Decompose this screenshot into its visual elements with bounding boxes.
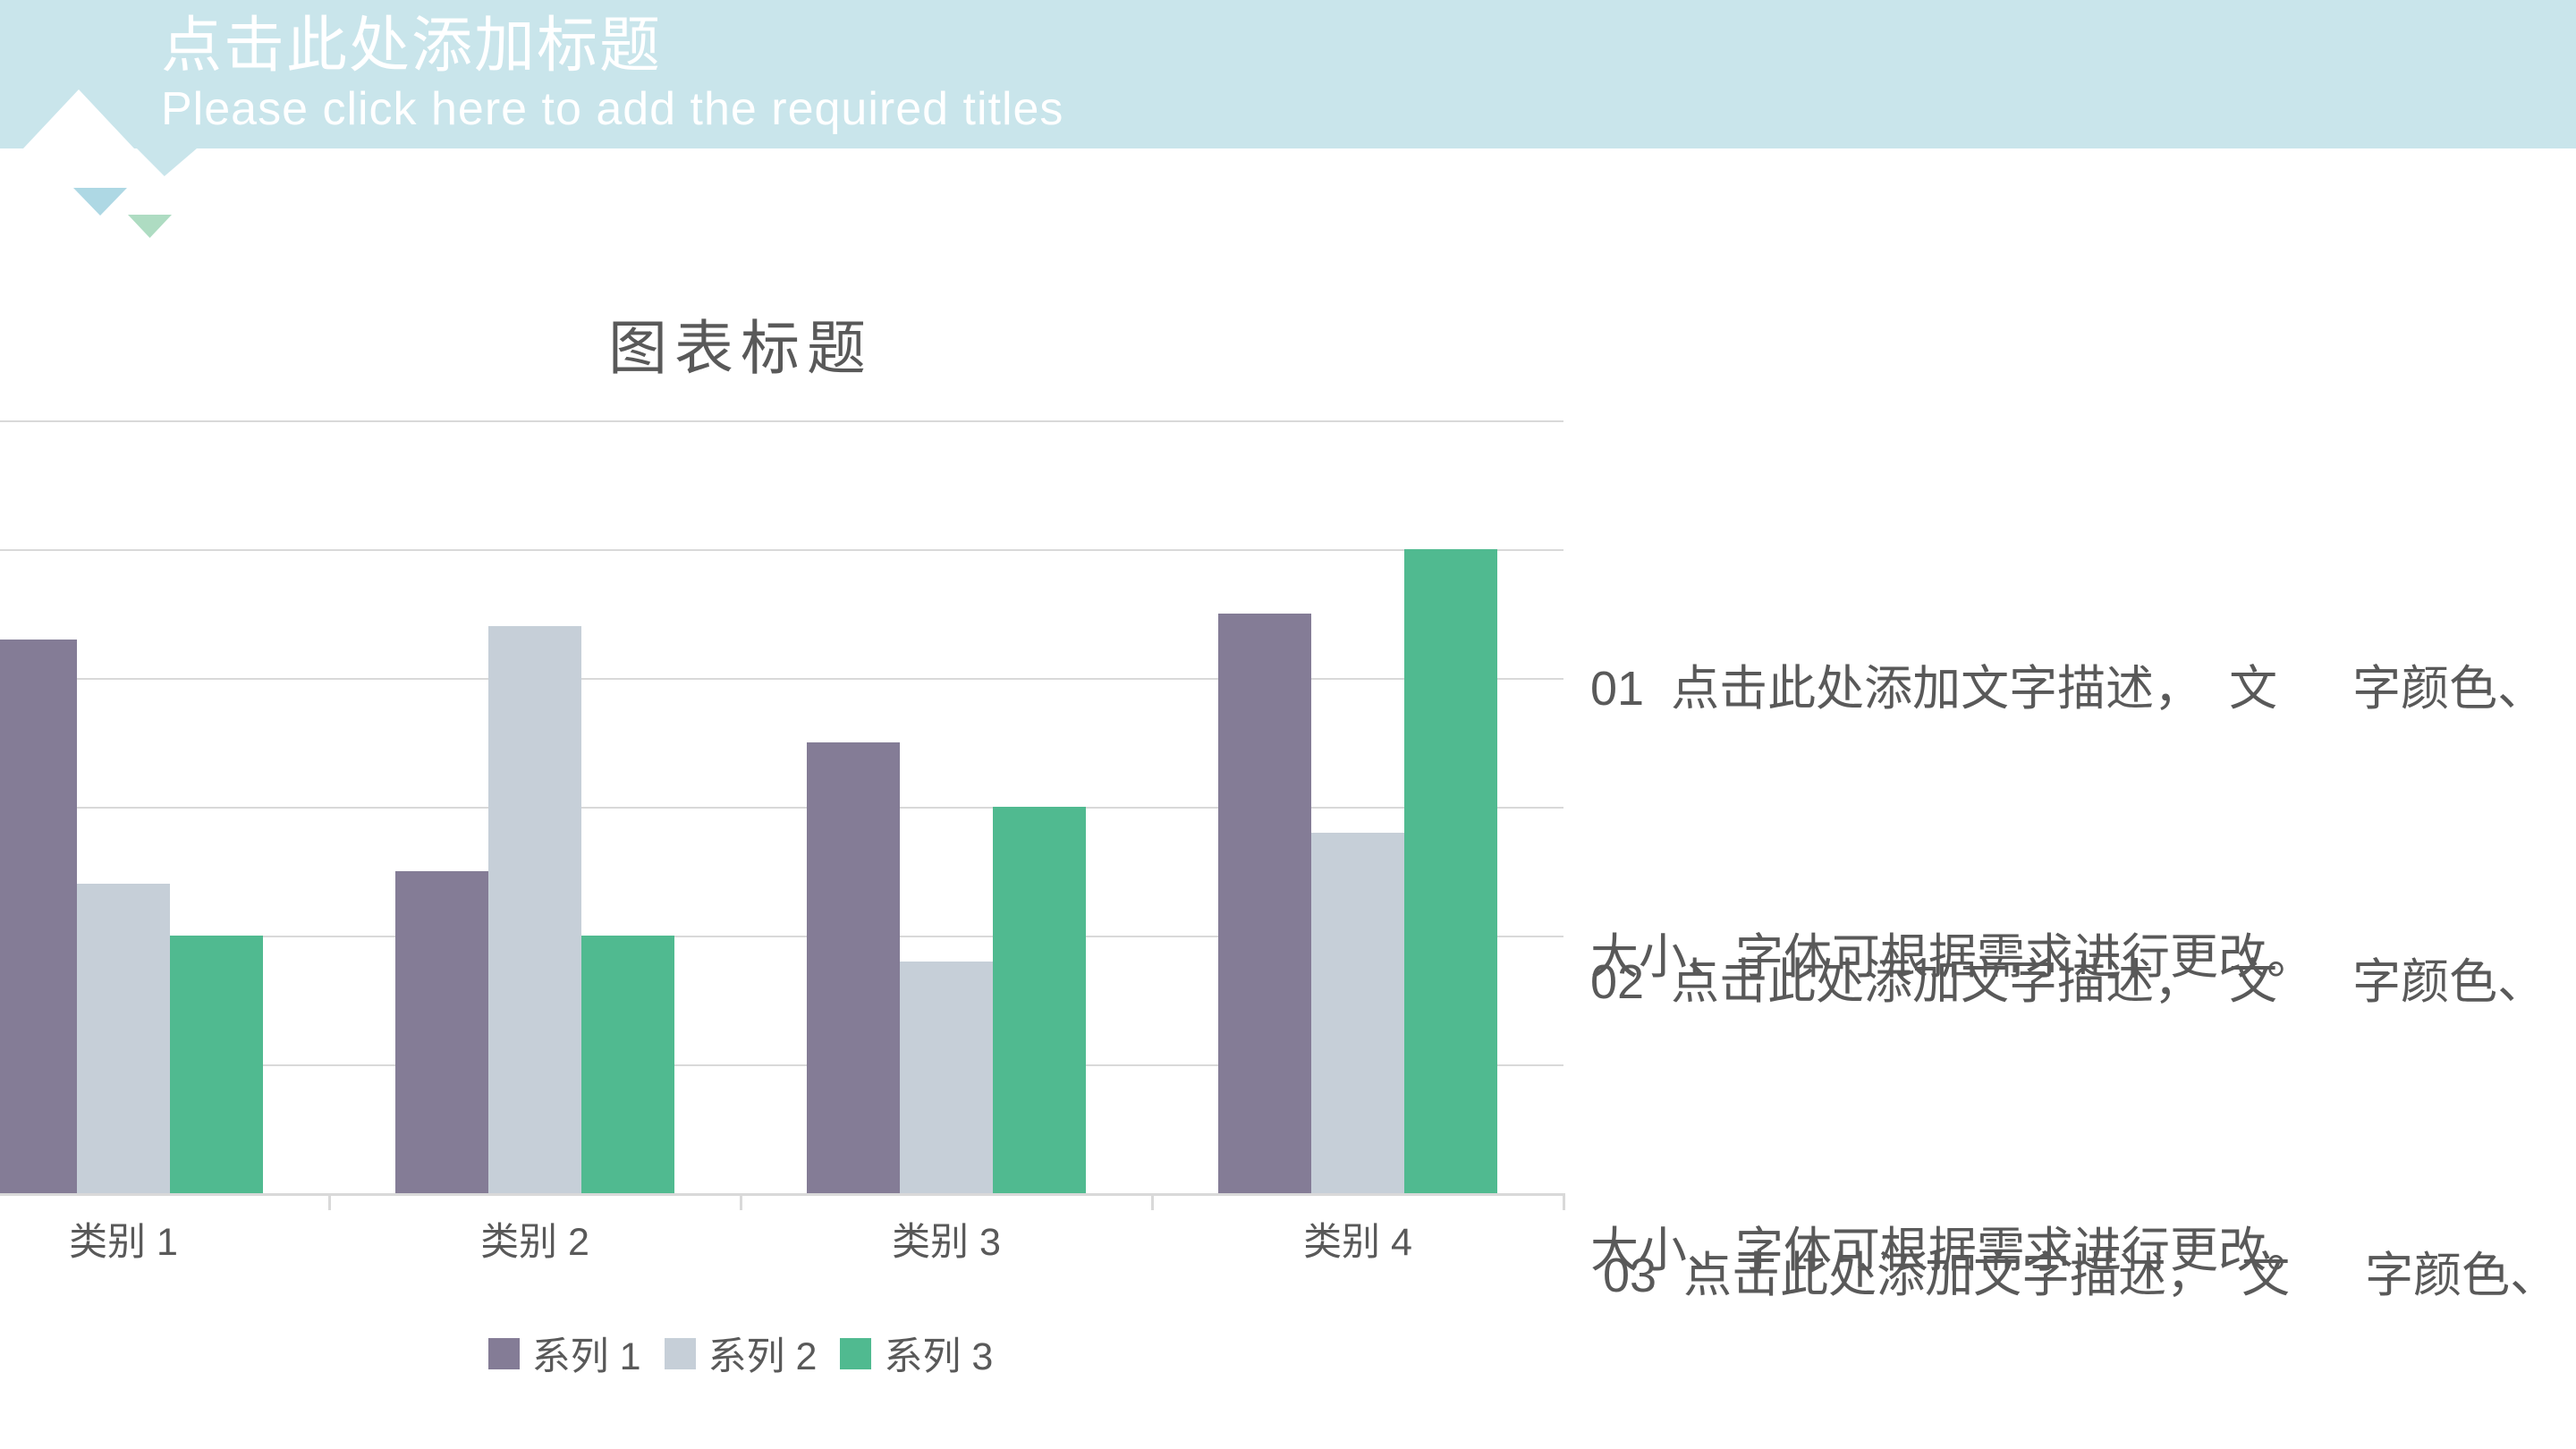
legend-swatch-series1 (487, 1337, 520, 1369)
bar-series1-cat4[interactable] (1218, 614, 1311, 1193)
deco-triangle-band (137, 148, 197, 176)
notes-column: 01 点击此处添加文字描述， 文 字颜色、 大小、字体可根据需求进行更改。 02… (1590, 0, 2576, 1449)
legend-item-series2[interactable]: 系列 2 (664, 1326, 818, 1381)
legend-label-series2: 系列 2 (708, 1335, 818, 1378)
gridline (0, 677, 1563, 680)
bar-series1-cat3[interactable] (807, 742, 900, 1193)
category-label-3: 类别 3 (892, 1221, 1001, 1264)
gridline (0, 807, 1563, 809)
bar-groups: 类别 1 类别 2 类别 3 类别 4 (0, 420, 1565, 1262)
legend-item-series3[interactable]: 系列 3 (840, 1326, 993, 1381)
slide-subtitle: Please click here to add the required ti… (161, 83, 1064, 135)
category-label-4: 类别 4 (1303, 1221, 1412, 1264)
x-axis-tick (328, 1193, 331, 1210)
slide-title: 点击此处添加标题 (161, 12, 663, 80)
category-label-1: 类别 1 (69, 1221, 178, 1264)
deco-triangle-blue (73, 188, 127, 216)
note-line: 01 点击此处添加文字描述， 文 字颜色、 (1590, 662, 2546, 716)
gridline (0, 935, 1563, 937)
chart-title: 图表标题 (608, 315, 873, 381)
note-line: 大小、字体可根据需求进行更改。 (1590, 1224, 2315, 1277)
legend-item-series1[interactable]: 系列 1 (487, 1326, 641, 1381)
text-block-02[interactable]: 02 点击此处添加文字描述， 文 字颜色、 大小、字体可根据需求进行更改。 (1590, 758, 2546, 1449)
legend-swatch-series2 (664, 1337, 696, 1369)
category-group-4: 类别 4 (1152, 420, 1565, 1262)
chart-legend[interactable]: 系列 1 系列 2 系列 3 (0, 1326, 1563, 1381)
x-axis-tick (740, 1193, 742, 1210)
text-block-03[interactable]: 03 点击此处添加文字描述， 文 字颜色、 大小、字体可根据需求进行更改。 (1590, 1052, 2558, 1449)
bar-series2-cat4[interactable] (1311, 832, 1404, 1193)
chart-object[interactable]: 图表标题 类别 1 类别 2 类别 3 类别 4 系列 1 系列 2 系列 3 (0, 268, 1565, 1431)
note-line: 03 点击此处添加文字描述， 文 字颜色、 (1603, 1249, 2559, 1302)
bar-series3-cat4[interactable] (1404, 549, 1497, 1193)
bar-series3-cat3[interactable] (993, 807, 1086, 1193)
text-block-01[interactable]: 01 点击此处添加文字描述， 文 字颜色、 大小、字体可根据需求进行更改。 (1590, 465, 2546, 1181)
category-group-3: 类别 3 (741, 420, 1154, 1262)
bar-series1-cat1[interactable] (0, 639, 77, 1193)
bar-series2-cat1[interactable] (77, 884, 170, 1193)
x-axis-tick (1151, 1193, 1154, 1210)
note-line: 大小、字体可根据需求进行更改。 (1590, 930, 2315, 984)
deco-triangle-green (128, 215, 172, 238)
header-title-block[interactable]: 点击此处添加标题 Please click here to add the re… (0, 0, 2576, 148)
bar-series3-cat2[interactable] (581, 936, 674, 1193)
bar-series1-cat2[interactable] (395, 871, 488, 1193)
legend-label-series1: 系列 1 (531, 1335, 641, 1378)
gridline (0, 1064, 1563, 1066)
gridline (0, 420, 1563, 422)
x-axis-tick (1563, 1193, 1565, 1210)
legend-label-series3: 系列 3 (884, 1335, 994, 1378)
note-line: 02 点击此处添加文字描述， 文 字颜色、 (1590, 955, 2546, 1009)
category-group-1: 类别 1 (0, 420, 331, 1262)
plot-area: 类别 1 类别 2 类别 3 类别 4 (0, 420, 1565, 1262)
bar-series3-cat1[interactable] (170, 936, 263, 1193)
category-label-2: 类别 2 (480, 1221, 589, 1264)
legend-swatch-series3 (840, 1337, 872, 1369)
bar-series2-cat3[interactable] (900, 961, 993, 1193)
gridline (0, 548, 1563, 551)
gridlines-layer (0, 420, 1563, 1193)
category-group-2: 类别 2 (329, 420, 742, 1262)
bar-series2-cat2[interactable] (488, 626, 581, 1193)
